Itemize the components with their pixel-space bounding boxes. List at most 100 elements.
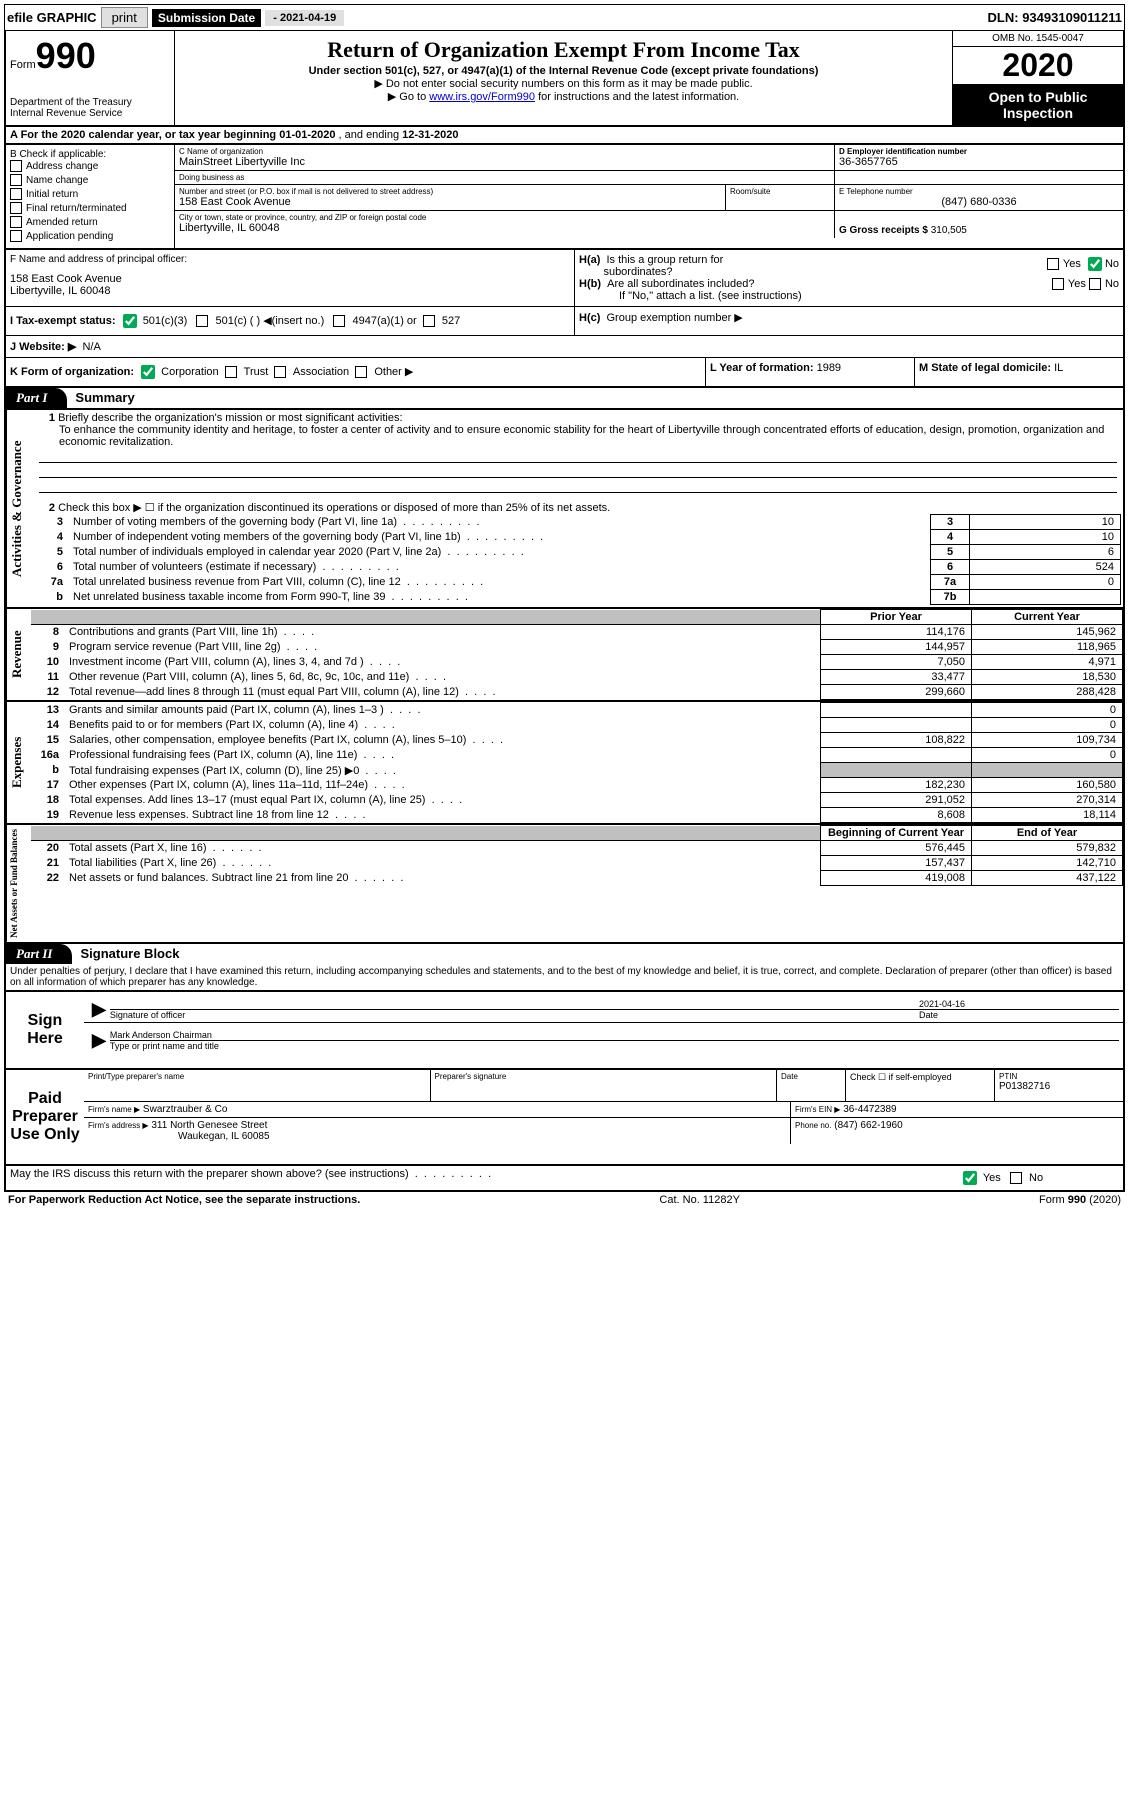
- table-row: 16aProfessional fundraising fees (Part I…: [31, 748, 1123, 763]
- k-assoc: Association: [293, 366, 349, 378]
- line-1: 1 Briefly describe the organization's mi…: [35, 412, 1121, 448]
- omb-number: OMB No. 1545-0047: [953, 31, 1123, 47]
- hb-yes-chk[interactable]: [1052, 278, 1064, 290]
- room-lbl: Room/suite: [730, 187, 830, 196]
- firm-name: Swarztrauber & Co: [143, 1104, 227, 1115]
- chk-other[interactable]: [355, 366, 367, 378]
- officer-name-lbl: Type or print name and title: [110, 1040, 1119, 1051]
- vert-activities: Activities & Governance: [6, 410, 31, 607]
- part2-label: Part II: [6, 944, 72, 964]
- footer-mid: Cat. No. 11282Y: [659, 1194, 740, 1206]
- hb-text: H(b) Are all subordinates included?: [579, 278, 999, 290]
- footer-left: For Paperwork Reduction Act Notice, see …: [8, 1194, 360, 1206]
- i-4947: 4947(a)(1) or: [353, 315, 417, 327]
- sig-officer-lbl: Signature of officer: [110, 1009, 919, 1020]
- perjury-text: Under penalties of perjury, I declare th…: [6, 964, 1123, 990]
- chk-527[interactable]: [423, 315, 435, 327]
- rev-table: Prior Year Current Year 8Contributions a…: [31, 609, 1123, 700]
- self-employed-lbl: Check ☐ if self-employed: [846, 1070, 995, 1101]
- vert-net-assets: Net Assets or Fund Balances: [6, 825, 31, 942]
- form-990: 990: [36, 35, 96, 76]
- irs-link[interactable]: www.irs.gov/Form990: [429, 91, 535, 103]
- hb-note: If "No," attach a list. (see instruction…: [579, 290, 1119, 302]
- paid-preparer-label: Paid Preparer Use Only: [6, 1070, 84, 1164]
- chk-501c[interactable]: [196, 315, 208, 327]
- chk-initial-return[interactable]: Initial return: [10, 188, 170, 202]
- chk-4947[interactable]: [333, 315, 345, 327]
- ha-yes: Yes: [1063, 258, 1081, 270]
- dept-treasury: Department of the Treasury: [10, 97, 170, 108]
- hb-no: No: [1105, 278, 1119, 290]
- irs-discuss-row: May the IRS discuss this return with the…: [4, 1166, 1125, 1192]
- chk-name-change[interactable]: Name change: [10, 174, 170, 188]
- table-row: 7aTotal unrelated business revenue from …: [35, 575, 1121, 590]
- website: N/A: [82, 341, 100, 353]
- chk-address-change[interactable]: Address change: [10, 160, 170, 174]
- g-lbl: G Gross receipts $: [839, 225, 928, 236]
- j-lbl: J Website: ▶: [10, 341, 76, 353]
- ha-no: No: [1105, 258, 1119, 270]
- mission-text: To enhance the community identity and he…: [35, 424, 1121, 448]
- chk-pending[interactable]: Application pending: [10, 230, 170, 244]
- paid-preparer-block: Paid Preparer Use Only Print/Type prepar…: [4, 1070, 1125, 1166]
- firm-addr-lbl: Firm's address ▶: [88, 1121, 149, 1130]
- discuss-yes-chk[interactable]: [963, 1171, 977, 1185]
- chk-trust[interactable]: [225, 366, 237, 378]
- table-row: 21Total liabilities (Part X, line 26) . …: [31, 856, 1123, 871]
- blank-line-2: [39, 463, 1117, 478]
- line-2: 2 Check this box ▶ ☐ if the organization…: [35, 501, 1121, 514]
- col-current-year: Current Year: [972, 610, 1123, 625]
- row-a-mid: , and ending: [339, 129, 403, 141]
- gov-table: 3Number of voting members of the governi…: [35, 514, 1121, 605]
- table-row: bTotal fundraising expenses (Part IX, co…: [31, 763, 1123, 778]
- chk-corp[interactable]: [141, 365, 155, 379]
- table-row: 9Program service revenue (Part VIII, lin…: [31, 640, 1123, 655]
- state-domicile: IL: [1054, 362, 1063, 374]
- irs-label: Internal Revenue Service: [10, 108, 170, 119]
- chk-501c3[interactable]: [123, 314, 137, 328]
- part1-title: Summary: [67, 388, 142, 408]
- city-state-zip: Libertyville, IL 60048: [179, 222, 830, 234]
- ha-yes-chk[interactable]: [1047, 258, 1059, 270]
- part2-title: Signature Block: [72, 944, 187, 964]
- sign-here-block: Sign Here ▶ Signature of officer 2021-04…: [4, 992, 1125, 1070]
- chk-amended[interactable]: Amended return: [10, 216, 170, 230]
- form-number: Form990: [10, 35, 170, 77]
- firm-addr1: 311 North Genesee Street: [151, 1120, 267, 1131]
- firm-ein: 36-4472389: [843, 1104, 896, 1115]
- ha-no-chk[interactable]: [1088, 257, 1102, 271]
- mission-lbl: Briefly describe the organization's miss…: [58, 412, 402, 424]
- form-title: Return of Organization Exempt From Incom…: [179, 37, 948, 63]
- form-header: Form990 Department of the Treasury Inter…: [4, 31, 1125, 127]
- hb-yes: Yes: [1068, 278, 1086, 290]
- table-row: 22Net assets or fund balances. Subtract …: [31, 871, 1123, 886]
- tax-year: 2020: [953, 47, 1123, 85]
- k-corp: Corporation: [161, 366, 218, 378]
- col-end-year: End of Year: [972, 826, 1123, 841]
- print-button[interactable]: print: [101, 7, 148, 28]
- discuss-yes: Yes: [983, 1172, 1001, 1184]
- part1-label: Part I: [6, 388, 67, 408]
- vert-revenue: Revenue: [6, 609, 31, 700]
- part1-header: Part I Summary: [6, 388, 1123, 408]
- d-lbl: D Employer identification number: [839, 147, 1119, 156]
- b-item-2: Initial return: [26, 189, 78, 200]
- hc: H(c) Group exemption number ▶: [575, 307, 1123, 335]
- table-row: 14Benefits paid to or for members (Part …: [31, 718, 1123, 733]
- row-k: K Form of organization: Corporation Trus…: [6, 358, 705, 386]
- table-row: 17Other expenses (Part IX, column (A), l…: [31, 778, 1123, 793]
- b-item-4: Amended return: [26, 217, 98, 228]
- line2-text: Check this box ▶ ☐ if the organization d…: [58, 502, 610, 514]
- m-lbl: M State of legal domicile:: [919, 362, 1051, 374]
- chk-assoc[interactable]: [274, 366, 286, 378]
- firm-addr2: Waukegan, IL 60085: [88, 1131, 270, 1142]
- firm-name-lbl: Firm's name ▶: [88, 1105, 140, 1114]
- chk-final-return[interactable]: Final return/terminated: [10, 202, 170, 216]
- line1-num: 1: [35, 412, 55, 424]
- hb-no-chk[interactable]: [1089, 278, 1101, 290]
- ptin: P01382716: [999, 1081, 1119, 1092]
- table-row: 19Revenue less expenses. Subtract line 1…: [31, 808, 1123, 823]
- discuss-no-chk[interactable]: [1010, 1172, 1022, 1184]
- org-name: MainStreet Libertyville Inc: [179, 156, 830, 168]
- goto-pre: ▶ Go to: [388, 91, 429, 103]
